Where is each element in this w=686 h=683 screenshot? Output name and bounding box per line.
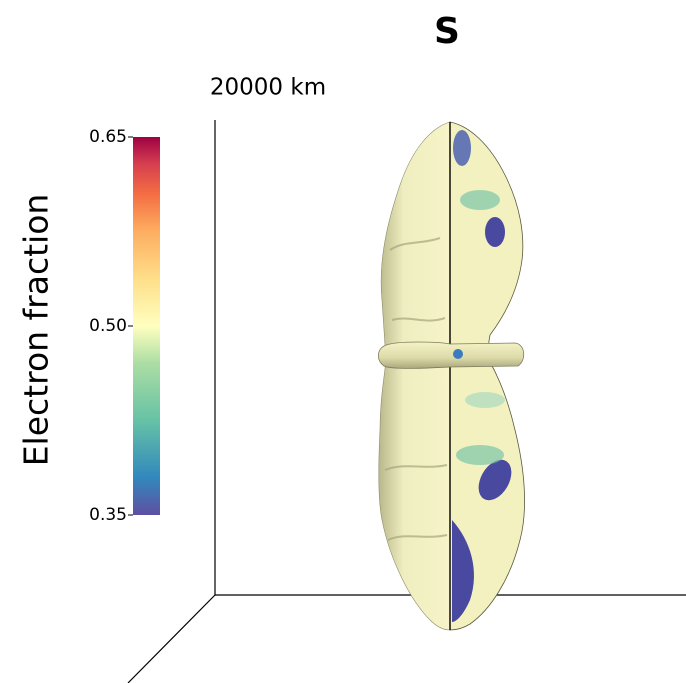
visualization: S 20000 km 0.65 0.50 0.35 Electron fract…: [0, 0, 686, 683]
colorbar-tick-label: 0.50: [89, 316, 127, 336]
colorbar-tick-label: 0.65: [89, 127, 127, 147]
colorbar-tick-label: 0.35: [89, 505, 127, 525]
colorbar-ticks: [128, 137, 133, 515]
ejecta-left: [379, 122, 450, 630]
colorbar-label: Electron fraction: [17, 194, 56, 467]
core: [453, 349, 463, 359]
colorbar: [133, 137, 160, 515]
torus: [378, 342, 523, 368]
title: S: [434, 11, 460, 52]
scale-label: 20000 km: [210, 75, 326, 101]
